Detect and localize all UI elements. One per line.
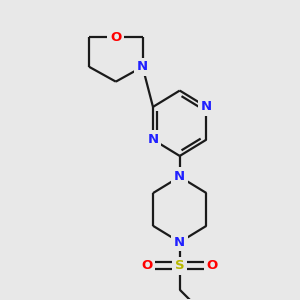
Text: N: N [174, 170, 185, 183]
Text: N: N [137, 60, 148, 73]
Text: O: O [141, 260, 153, 272]
Text: O: O [110, 31, 122, 44]
Text: S: S [175, 260, 184, 272]
Text: N: N [174, 236, 185, 249]
Text: N: N [201, 100, 212, 113]
Text: O: O [207, 260, 218, 272]
Text: N: N [147, 133, 158, 146]
